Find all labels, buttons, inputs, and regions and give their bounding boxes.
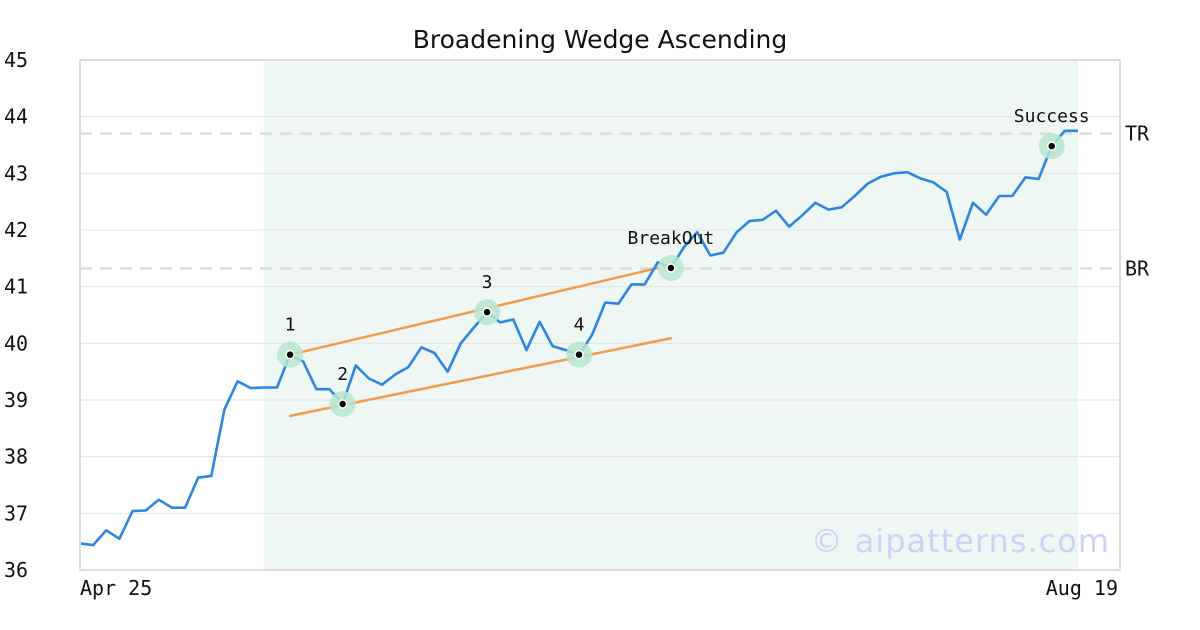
y-tick-label: 43 [4, 161, 28, 185]
pattern-shaded-region [263, 60, 1078, 570]
key-point-marker [482, 307, 492, 317]
x-tick-label: Apr 25 [80, 576, 152, 600]
key-point-marker [285, 349, 295, 360]
y-tick-label: 38 [4, 445, 28, 469]
plot-area: TR BR 1 2 3 4 BreakOut Success 36 37 38 39 40 41 42 43 4… [4, 48, 1150, 600]
reference-level-label: TR [1125, 122, 1150, 146]
key-point-label: 4 [574, 315, 585, 336]
reference-level-label: BR [1125, 257, 1150, 281]
y-tick-label: 42 [4, 218, 28, 242]
y-tick-label: 41 [4, 275, 28, 299]
key-point-label: 1 [285, 315, 296, 336]
x-tick-label: Aug 19 [1046, 576, 1118, 600]
plot-frame [79, 59, 1121, 571]
chart-title: Broadening Wedge Ascending [413, 25, 788, 54]
key-point-label: BreakOut [628, 228, 715, 249]
y-tick-label: 36 [4, 558, 28, 582]
key-point-label: 2 [337, 364, 348, 385]
y-tick-label: 45 [4, 48, 28, 72]
y-tick-label: 39 [4, 388, 28, 412]
trend-line [288, 266, 660, 356]
watermark: © aipatterns.com [811, 522, 1110, 560]
y-tick-label: 37 [4, 501, 28, 525]
key-point-marker [574, 349, 584, 360]
y-tick-label: 44 [4, 105, 28, 129]
y-tick-label: 40 [4, 331, 28, 355]
key-point-label: 3 [482, 272, 493, 293]
key-point-marker [666, 263, 676, 273]
key-point-label: Success [1014, 106, 1090, 127]
key-point-marker [1046, 141, 1057, 151]
key-point-marker [337, 399, 348, 409]
